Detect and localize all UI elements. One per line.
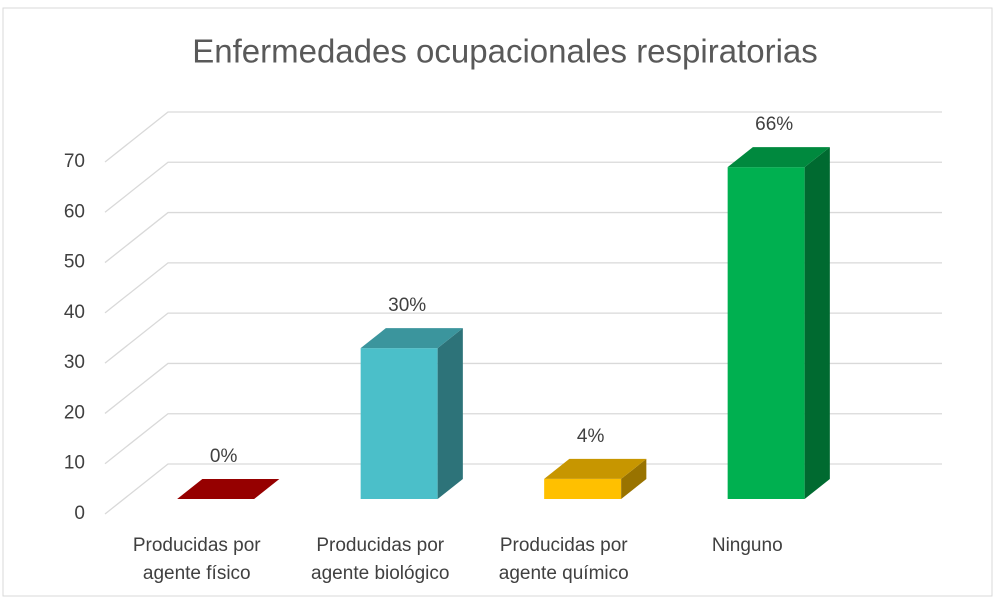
y-tick-label: 70 <box>64 151 85 172</box>
bar <box>727 147 830 499</box>
grid-line <box>104 312 942 364</box>
chart-title: Enfermedades ocupacionales respiratorias <box>192 33 818 70</box>
grid-line <box>104 211 942 264</box>
x-tick-label: Producidas por agente biológico <box>311 535 449 584</box>
x-tick-line: Producidas por <box>316 535 444 556</box>
y-tick-label: 40 <box>64 302 85 323</box>
x-tick-label: Ninguno <box>712 535 783 556</box>
value-label: 0% <box>210 446 238 467</box>
grid-line <box>104 463 942 515</box>
bar-side <box>437 328 463 499</box>
x-tick-line: agente biológico <box>311 563 449 584</box>
bar-top <box>727 147 830 168</box>
chart-frame <box>2 7 993 597</box>
bar-top <box>177 479 280 499</box>
bar <box>177 479 280 499</box>
bar <box>544 458 647 499</box>
bar-front <box>727 167 805 499</box>
y-tick-label: 0 <box>74 503 85 524</box>
x-tick-line: Producidas por <box>500 535 628 556</box>
value-label: 4% <box>577 426 605 447</box>
grid-line <box>104 111 942 163</box>
x-tick-label: Producidas por agente físico <box>133 535 261 584</box>
value-label: 30% <box>388 295 426 316</box>
y-tick-label: 60 <box>64 201 85 222</box>
bar <box>360 328 463 499</box>
x-tick-line: Ninguno <box>712 535 783 556</box>
bar-top <box>544 458 647 479</box>
grid-line <box>104 161 942 213</box>
x-tick-line: Producidas por <box>133 535 261 556</box>
x-tick-label: Producidas por agente químico <box>499 535 629 584</box>
grid-line <box>104 262 942 314</box>
bar-front <box>360 348 438 499</box>
y-tick-label: 10 <box>64 453 85 474</box>
x-tick-line: agente físico <box>143 563 251 584</box>
bar-top <box>360 328 463 349</box>
x-tick-line: agente químico <box>499 563 629 584</box>
bar-side <box>804 147 830 499</box>
y-tick-label: 50 <box>64 252 85 273</box>
bar-front <box>544 478 622 499</box>
grid-line <box>104 362 942 414</box>
y-tick-label: 20 <box>64 402 85 423</box>
grid-line <box>104 413 942 465</box>
value-label: 66% <box>755 114 793 135</box>
y-tick-label: 30 <box>64 352 85 373</box>
bar-side <box>621 458 647 499</box>
